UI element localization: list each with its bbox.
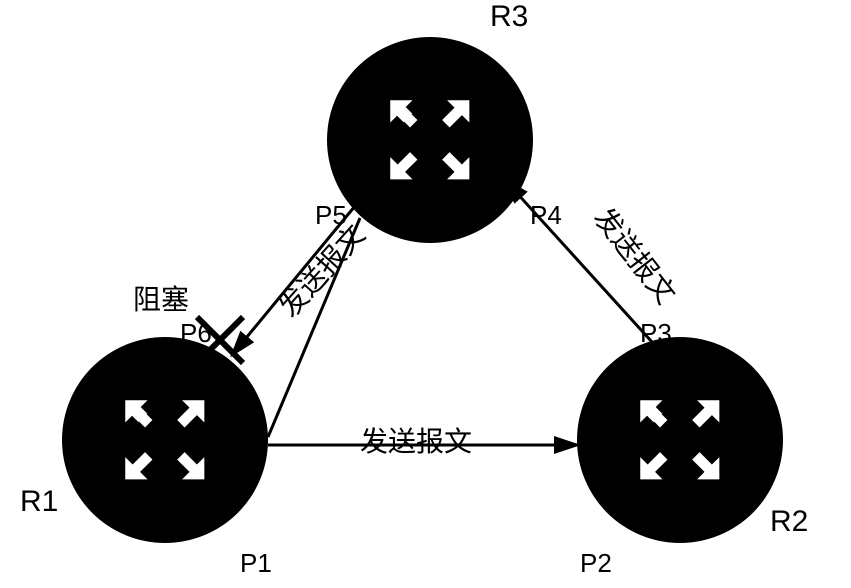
node-label-r3: R3 <box>490 0 528 34</box>
router-icon <box>368 78 492 202</box>
router-icon <box>618 378 742 502</box>
edge-label-r3-r1: 发送报文 <box>269 215 374 325</box>
port-label-p4: P4 <box>530 200 562 231</box>
blocked-label: 阻塞 <box>133 278 189 318</box>
node-label-r2: R2 <box>770 505 808 539</box>
port-label-p2: P2 <box>580 548 612 579</box>
edge-label-r1-r2: 发送报文 <box>360 420 472 460</box>
router-node-r2 <box>577 337 783 543</box>
port-label-p1: P1 <box>240 548 272 579</box>
port-label-p3: P3 <box>640 318 672 349</box>
router-icon <box>103 378 227 502</box>
edge-label-r2-r3: 发送报文 <box>586 199 686 312</box>
router-node-r3 <box>327 37 533 243</box>
router-node-r1 <box>62 337 268 543</box>
port-label-p6: P6 <box>180 318 212 349</box>
node-label-r1: R1 <box>20 485 58 519</box>
network-diagram: R3R1R2P5P4P6P3P1P2发送报文发送报文发送报文阻塞 <box>0 0 851 588</box>
